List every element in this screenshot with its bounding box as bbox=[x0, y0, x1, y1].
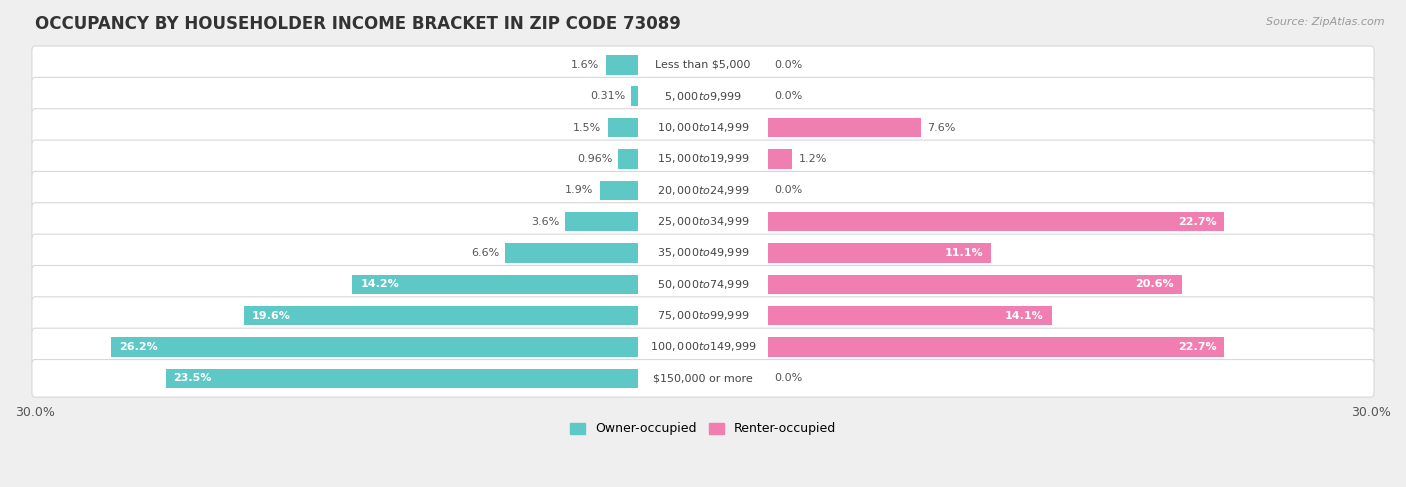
Text: 19.6%: 19.6% bbox=[252, 311, 291, 320]
FancyBboxPatch shape bbox=[32, 46, 1374, 84]
Text: OCCUPANCY BY HOUSEHOLDER INCOME BRACKET IN ZIP CODE 73089: OCCUPANCY BY HOUSEHOLDER INCOME BRACKET … bbox=[35, 15, 681, 33]
FancyBboxPatch shape bbox=[32, 77, 1374, 115]
Bar bbox=[768, 306, 1052, 325]
Bar bbox=[768, 149, 793, 169]
Text: $20,000 to $24,999: $20,000 to $24,999 bbox=[657, 184, 749, 197]
Text: $100,000 to $149,999: $100,000 to $149,999 bbox=[650, 340, 756, 354]
FancyBboxPatch shape bbox=[32, 140, 1374, 178]
Text: 14.1%: 14.1% bbox=[1005, 311, 1043, 320]
Text: $75,000 to $99,999: $75,000 to $99,999 bbox=[657, 309, 749, 322]
Text: 14.2%: 14.2% bbox=[360, 279, 399, 289]
Text: Less than $5,000: Less than $5,000 bbox=[655, 60, 751, 70]
Text: $5,000 to $9,999: $5,000 to $9,999 bbox=[664, 90, 742, 103]
Text: $10,000 to $14,999: $10,000 to $14,999 bbox=[657, 121, 749, 134]
Bar bbox=[565, 212, 638, 231]
Bar bbox=[599, 181, 638, 200]
Bar bbox=[606, 55, 638, 75]
FancyBboxPatch shape bbox=[32, 359, 1374, 397]
Text: 3.6%: 3.6% bbox=[531, 217, 560, 226]
FancyBboxPatch shape bbox=[32, 265, 1374, 303]
Text: $50,000 to $74,999: $50,000 to $74,999 bbox=[657, 278, 749, 291]
Bar bbox=[768, 118, 921, 137]
Text: 0.0%: 0.0% bbox=[775, 91, 803, 101]
FancyBboxPatch shape bbox=[32, 234, 1374, 272]
Bar bbox=[619, 149, 638, 169]
Bar bbox=[768, 337, 1225, 356]
Bar bbox=[768, 243, 991, 262]
Text: 7.6%: 7.6% bbox=[927, 123, 956, 132]
Text: 0.0%: 0.0% bbox=[775, 374, 803, 383]
Text: 1.2%: 1.2% bbox=[799, 154, 827, 164]
Text: 6.6%: 6.6% bbox=[471, 248, 499, 258]
Text: 0.0%: 0.0% bbox=[775, 185, 803, 195]
Bar bbox=[166, 369, 638, 388]
Text: Source: ZipAtlas.com: Source: ZipAtlas.com bbox=[1267, 17, 1385, 27]
FancyBboxPatch shape bbox=[32, 297, 1374, 335]
Text: 0.96%: 0.96% bbox=[576, 154, 613, 164]
Bar bbox=[607, 118, 638, 137]
Text: $35,000 to $49,999: $35,000 to $49,999 bbox=[657, 246, 749, 260]
Bar bbox=[353, 275, 638, 294]
Text: 26.2%: 26.2% bbox=[120, 342, 157, 352]
Legend: Owner-occupied, Renter-occupied: Owner-occupied, Renter-occupied bbox=[565, 417, 841, 441]
Text: $25,000 to $34,999: $25,000 to $34,999 bbox=[657, 215, 749, 228]
Text: 0.31%: 0.31% bbox=[591, 91, 626, 101]
Bar bbox=[111, 337, 638, 356]
FancyBboxPatch shape bbox=[32, 203, 1374, 241]
Text: 20.6%: 20.6% bbox=[1136, 279, 1174, 289]
FancyBboxPatch shape bbox=[32, 328, 1374, 366]
Text: 0.0%: 0.0% bbox=[775, 60, 803, 70]
FancyBboxPatch shape bbox=[32, 109, 1374, 147]
Bar bbox=[631, 87, 638, 106]
Text: 22.7%: 22.7% bbox=[1178, 217, 1216, 226]
Text: 23.5%: 23.5% bbox=[173, 374, 212, 383]
Text: 11.1%: 11.1% bbox=[945, 248, 983, 258]
Text: 1.6%: 1.6% bbox=[571, 60, 599, 70]
Text: 22.7%: 22.7% bbox=[1178, 342, 1216, 352]
Text: 1.5%: 1.5% bbox=[574, 123, 602, 132]
Text: 1.9%: 1.9% bbox=[565, 185, 593, 195]
Bar bbox=[505, 243, 638, 262]
Bar bbox=[243, 306, 638, 325]
Text: $150,000 or more: $150,000 or more bbox=[654, 374, 752, 383]
Text: $15,000 to $19,999: $15,000 to $19,999 bbox=[657, 152, 749, 166]
Bar bbox=[768, 275, 1182, 294]
Bar bbox=[768, 212, 1225, 231]
FancyBboxPatch shape bbox=[32, 171, 1374, 209]
